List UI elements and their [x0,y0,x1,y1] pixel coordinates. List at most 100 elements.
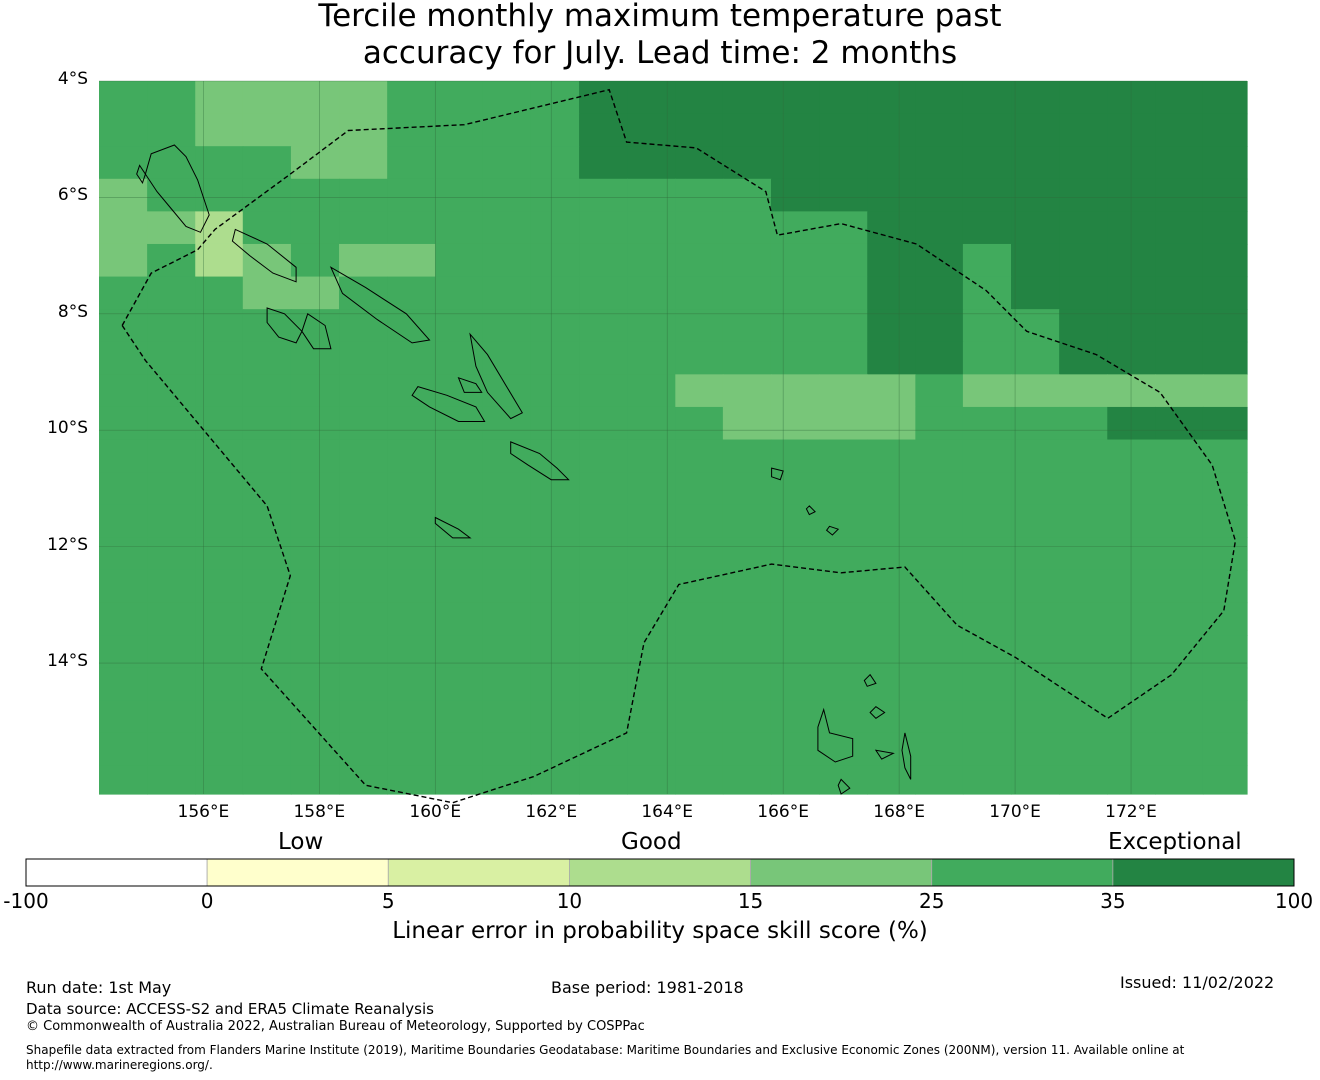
skill-cell [819,732,868,767]
skill-cell [1107,211,1156,245]
skill-cell [530,700,580,734]
skill-cell [1011,211,1060,245]
skill-cell [1202,439,1248,473]
skill-cell [1202,700,1248,734]
skill-cell [482,537,532,571]
skill-cell [290,309,340,343]
island-outline [329,266,431,344]
skill-cell [435,472,484,506]
skill-cell [1011,700,1060,734]
skill-cell [819,374,868,408]
lat-tick-label: 8°S [57,301,88,322]
skill-cell [627,732,676,767]
skill-cell [147,700,196,734]
skill-cell [147,602,196,636]
skill-cell [770,146,820,180]
skill-cell [99,211,148,245]
skill-cell [962,439,1012,473]
skill-cell [915,309,964,343]
skill-cell [242,472,292,506]
skill-cell [290,602,340,636]
skill-cell [579,765,628,795]
skill-cell [242,537,292,571]
skill-cell [1107,439,1156,473]
skill-cell [387,406,436,441]
skill-cell [435,406,484,441]
skill-cell [1011,243,1060,278]
island-outline [434,516,472,539]
skill-cell [1011,406,1060,441]
skill-cell [722,113,772,147]
skill-cell [99,81,148,115]
skill-cell [242,243,292,278]
skill-cell [915,504,964,538]
skill-cell [627,504,676,538]
skill-cell [1107,537,1156,571]
skill-cell [387,439,436,473]
skill-cell [962,406,1012,441]
skill-cell [1011,472,1060,506]
colorbar-swatch [387,858,570,887]
skill-cell [1011,146,1060,180]
skill-cell [1059,146,1108,180]
skill-cell [147,146,196,180]
skill-cell [195,243,244,278]
skill-cell [435,602,484,636]
skill-cell [1011,276,1060,310]
skill-cell [482,276,532,310]
skill-cell [242,765,292,795]
skill-cell [482,472,532,506]
skill-cell [1155,439,1204,473]
skill-cell [819,178,868,212]
skill-cell [1202,146,1248,180]
skill-cell [1011,81,1060,115]
skill-cell [99,309,148,343]
skill-cell [1107,113,1156,147]
skill-cell [1202,472,1248,506]
skill-cell [579,374,628,408]
skill-cell [339,211,388,245]
skill-cell [387,569,436,604]
skill-cell [435,211,484,245]
skill-cell [435,667,484,701]
skill-cell [482,341,532,375]
skill-cell [579,700,628,734]
skill-cell [530,765,580,795]
skill-cell [675,700,724,734]
skill-cell [915,276,964,310]
skill-cell [627,211,676,245]
skill-cell [1202,374,1248,408]
skill-cell [1202,732,1248,767]
skill-cell [530,667,580,701]
skill-cell [387,211,436,245]
category-good-label: Good [621,829,682,855]
skill-cell [722,700,772,734]
skill-cell [1155,146,1204,180]
skill-cell [867,211,916,245]
skill-cell [579,569,628,604]
lon-tick-label: 172°E [1105,802,1157,822]
skill-cell [290,504,340,538]
skill-cell [627,602,676,636]
skill-cell [435,309,484,343]
skill-cell [627,243,676,278]
skill-cell [1155,504,1204,538]
skill-cell [722,276,772,310]
skill-cell [627,178,676,212]
skill-cell [962,569,1012,604]
shapefile-credit-line-1: Shapefile data extracted from Flanders M… [26,1043,1185,1057]
skill-cell [675,211,724,245]
skill-cell [819,406,868,441]
skill-cell [1202,569,1248,604]
skill-cell [1059,309,1108,343]
skill-cell [290,439,340,473]
skill-cell [1155,406,1204,441]
skill-cell [1202,765,1248,795]
skill-cell [339,309,388,343]
skill-cell [770,406,820,441]
skill-cell [722,504,772,538]
skill-cell [290,341,340,375]
island-outline [901,732,912,780]
skill-cell [290,276,340,310]
skill-cell [1155,341,1204,375]
